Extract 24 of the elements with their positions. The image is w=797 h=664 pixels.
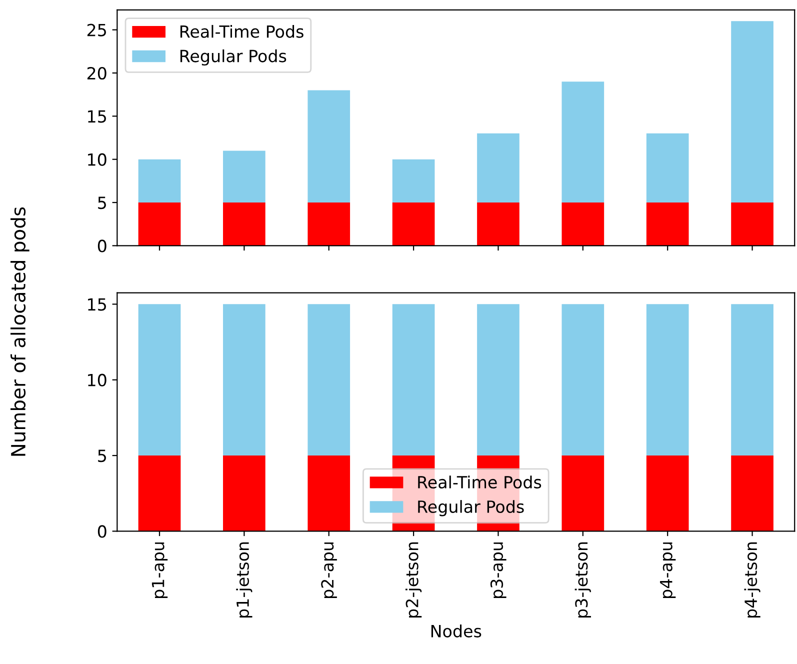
x-tick-label: p4-jetson: [744, 542, 760, 618]
legend-label: Real-Time Pods: [180, 24, 304, 38]
y-tick-label: 0: [98, 525, 106, 538]
legend-label: Regular Pods: [418, 500, 524, 516]
y-tick-label: 25: [87, 24, 106, 36]
x-tick-label: p1-apu: [152, 542, 168, 598]
y-tick-label: 5: [98, 196, 106, 210]
y-tick-label: 15: [88, 110, 106, 123]
legend-label: Real-Time Pods: [418, 476, 542, 489]
x-tick-label: p1-jetson: [236, 542, 252, 618]
legend-label: Regular Pods: [180, 49, 286, 66]
y-tick-label: 15: [88, 298, 106, 311]
x-tick-label: p2-jetson: [405, 542, 422, 618]
x-tick-label: p3-jetson: [574, 542, 591, 618]
x-tick-label: p3-apu: [490, 542, 506, 598]
y-tick-label: 0: [98, 240, 106, 252]
y-tick-label: 10: [88, 153, 106, 166]
y-axis-title: Number of allocated pods: [10, 207, 30, 456]
y-tick-label: 5: [98, 450, 106, 462]
y-tick-label: 10: [88, 374, 106, 386]
x-axis-title: Nodes: [431, 624, 482, 638]
y-tick-label: 20: [87, 66, 106, 80]
x-tick-label: p2-apu: [321, 542, 337, 598]
x-tick-label: p4-apu: [660, 542, 676, 598]
